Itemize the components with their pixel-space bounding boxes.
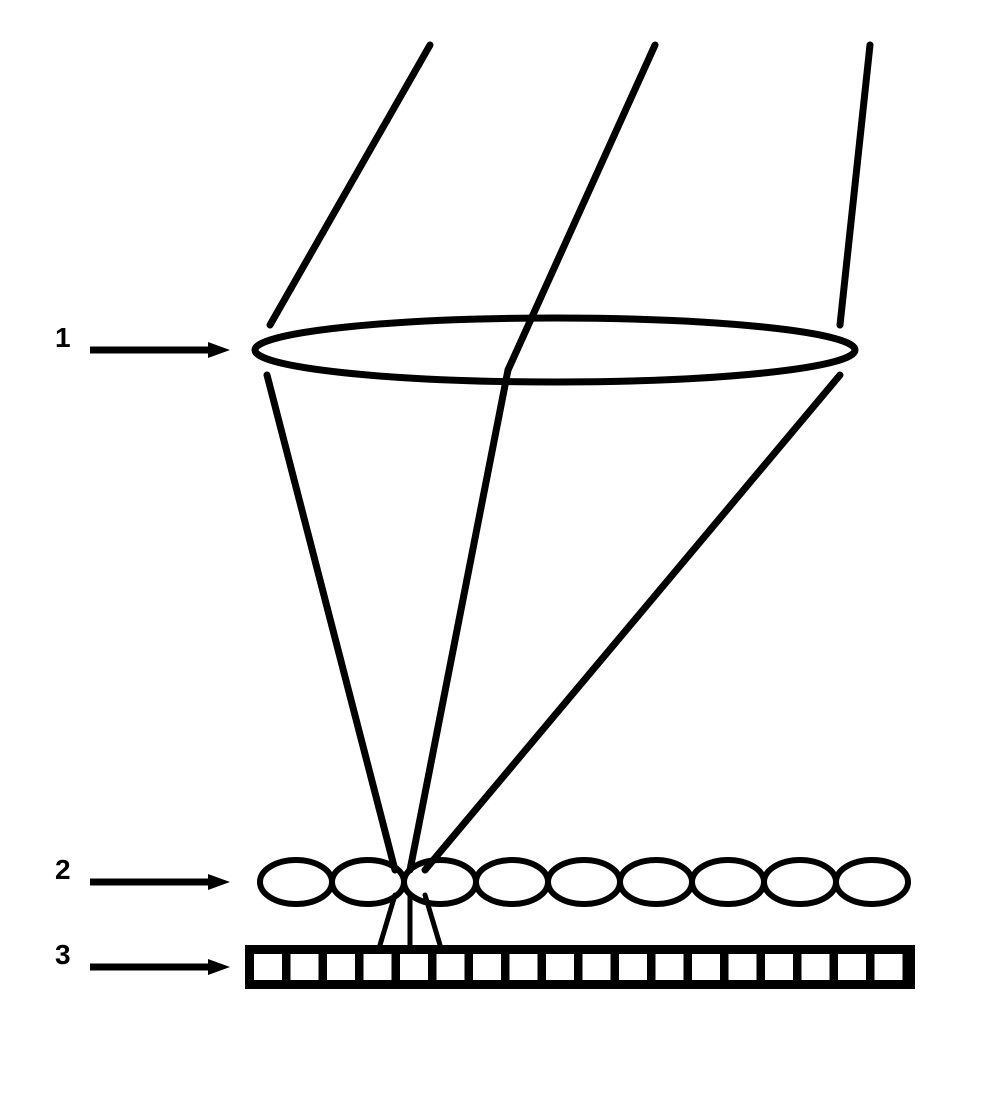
incoming-ray-1 xyxy=(270,45,430,325)
arrow-3 xyxy=(90,959,230,975)
main-lens xyxy=(255,318,855,382)
incoming-ray-3 xyxy=(840,45,870,325)
arrow-2 xyxy=(90,874,230,890)
converging-ray-2 xyxy=(410,370,508,870)
arrow-1 xyxy=(90,342,230,358)
microlens-array xyxy=(260,860,908,904)
sensor-array xyxy=(245,945,915,989)
optical-diagram xyxy=(0,0,981,1109)
label-3: 3 xyxy=(55,939,71,971)
label-2: 2 xyxy=(55,854,71,886)
converging-ray-3 xyxy=(425,375,840,870)
converging-ray-1 xyxy=(267,375,395,870)
label-1: 1 xyxy=(55,322,71,354)
